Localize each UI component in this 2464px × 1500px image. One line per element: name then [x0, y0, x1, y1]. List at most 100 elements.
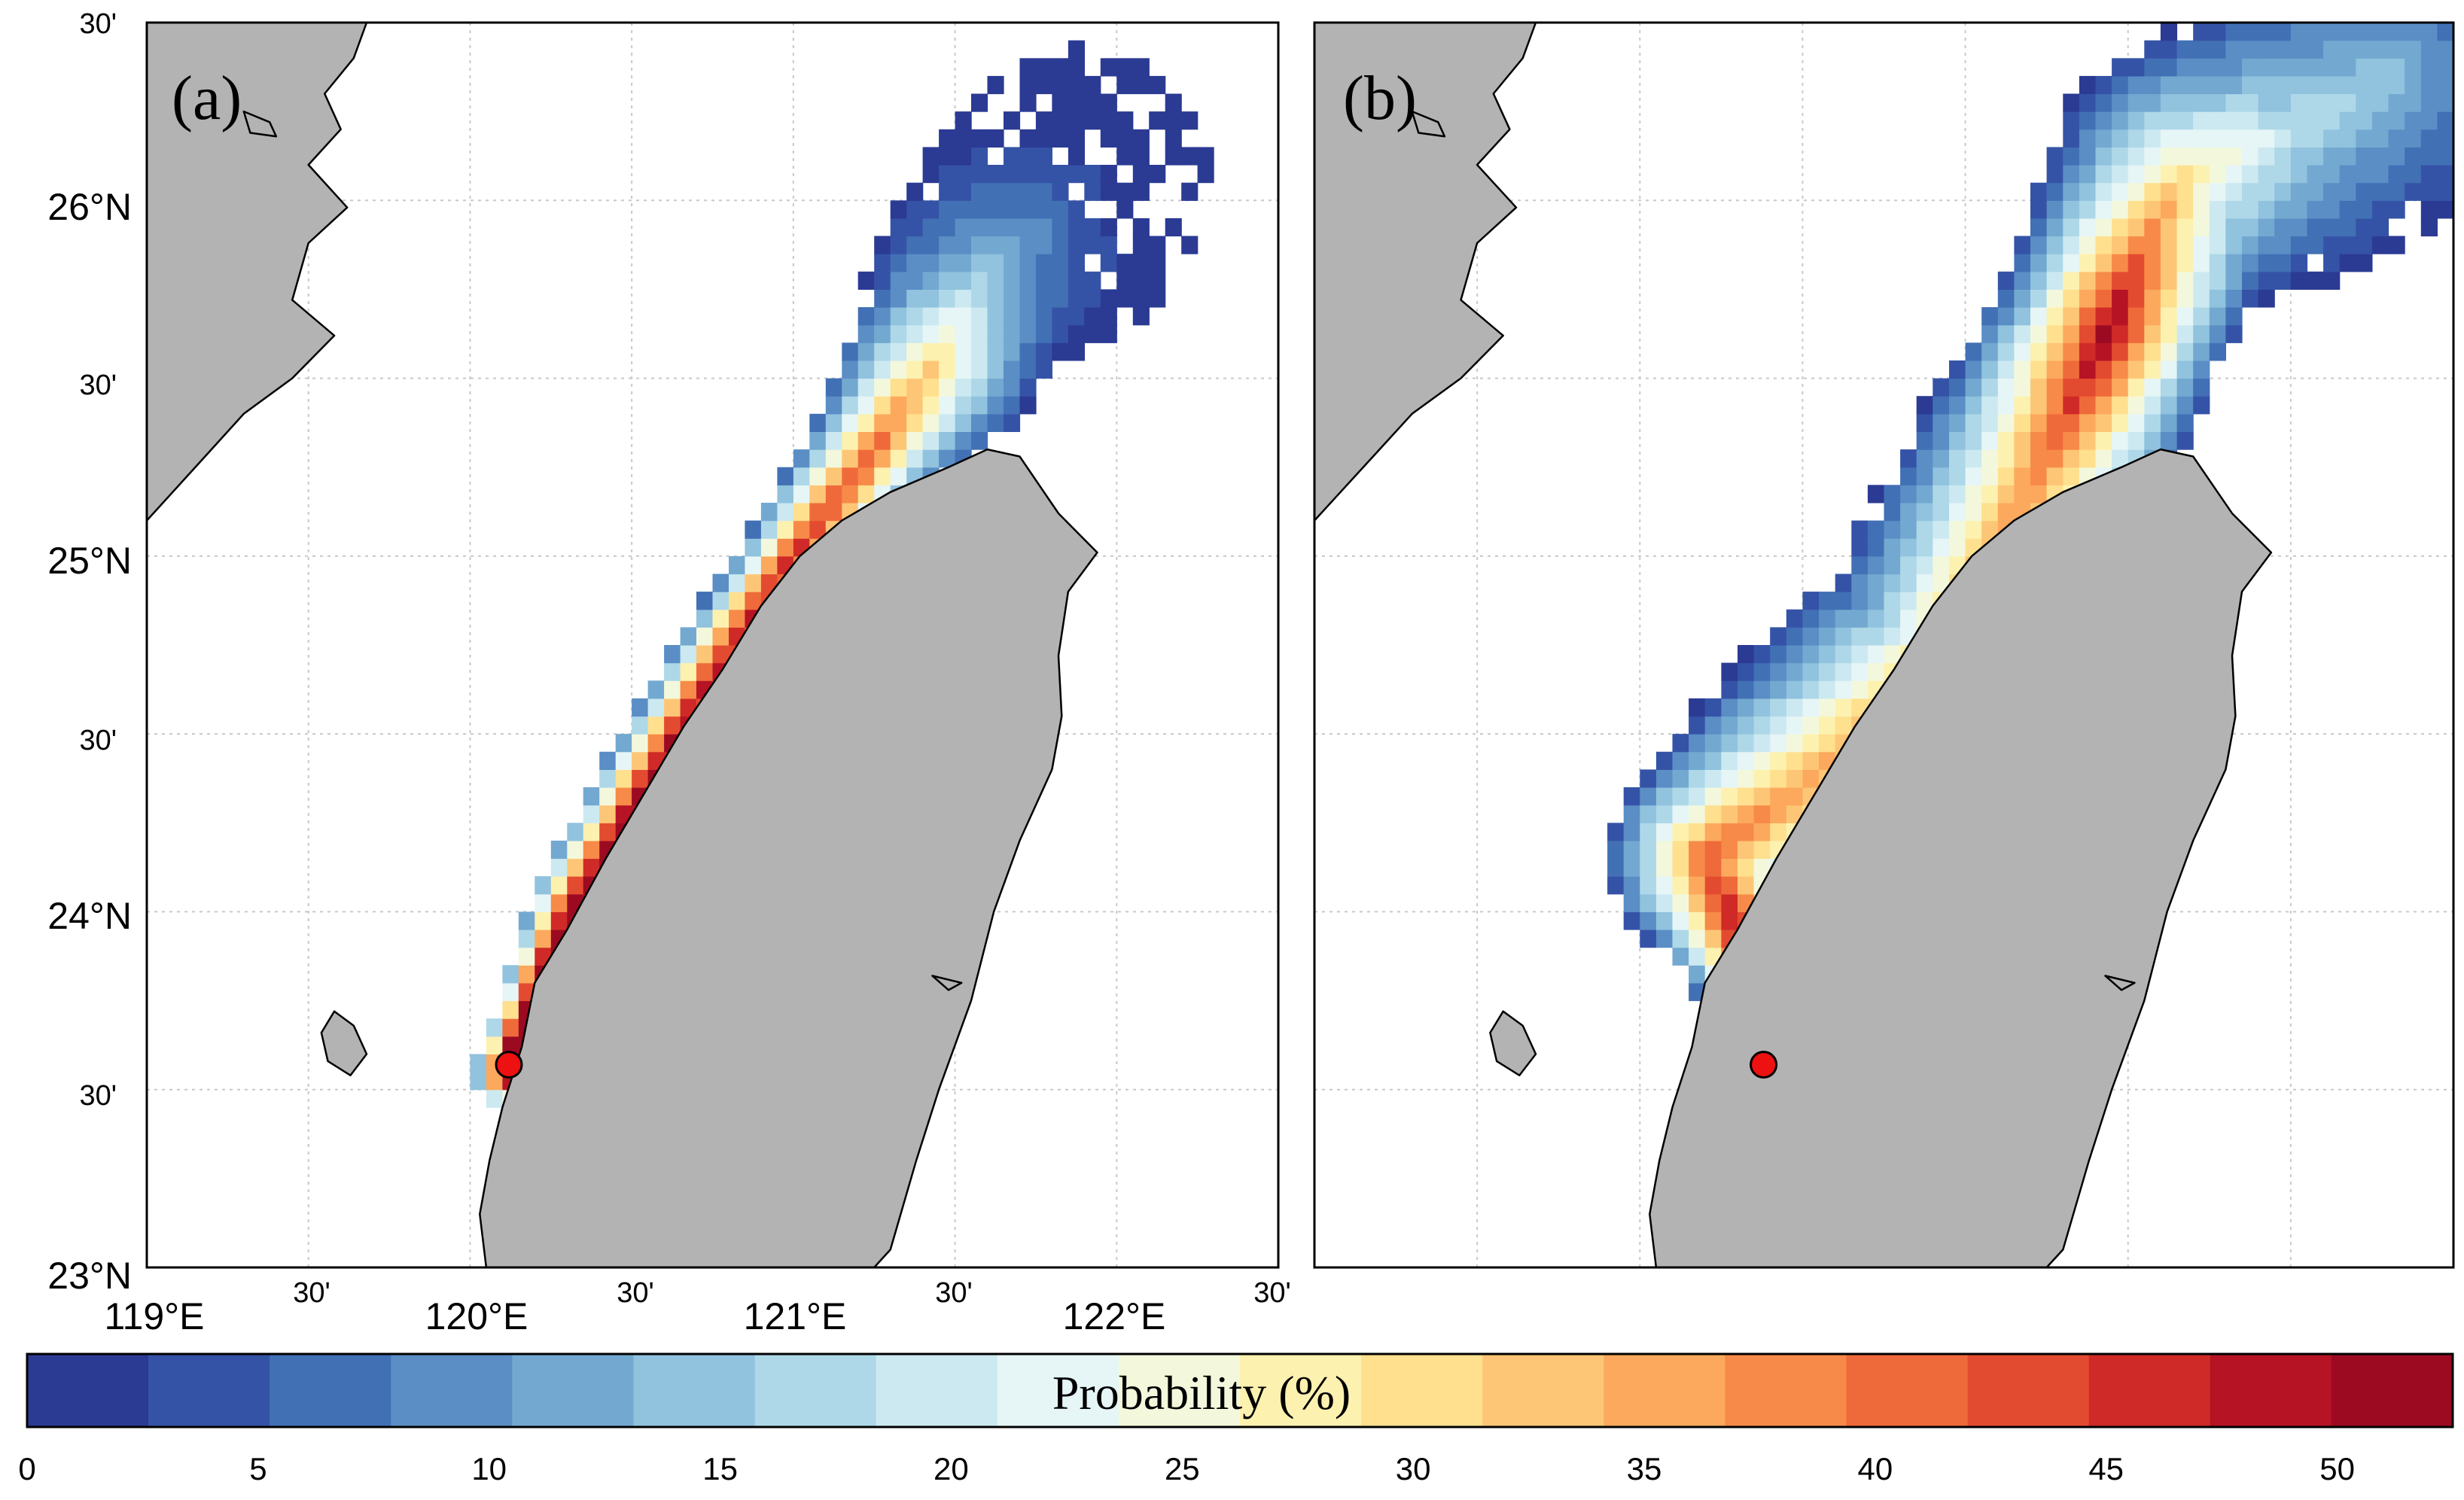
probability-cell	[2193, 147, 2210, 166]
probability-cell	[2258, 236, 2275, 254]
probability-cell	[922, 307, 940, 326]
probability-cell	[486, 1018, 503, 1037]
probability-cell	[857, 485, 875, 504]
island	[931, 975, 963, 991]
probability-cell	[1052, 307, 1069, 326]
probability-cell	[1084, 236, 1101, 254]
probability-cell	[1835, 662, 1852, 681]
probability-cell	[2371, 165, 2389, 184]
probability-cell	[777, 520, 794, 539]
probability-cell	[955, 360, 972, 379]
probability-cell	[2437, 200, 2453, 219]
probability-cell	[2144, 200, 2161, 219]
probability-cell	[2242, 129, 2259, 148]
probability-cell	[1851, 609, 1869, 628]
probability-cell	[615, 769, 632, 788]
colorbar-segment	[512, 1354, 635, 1427]
probability-cell	[906, 271, 924, 290]
probability-cell	[2079, 396, 2097, 415]
probability-cell	[2030, 254, 2048, 272]
probability-cell	[1867, 574, 1885, 592]
probability-cell	[2127, 271, 2145, 290]
probability-cell	[2420, 129, 2438, 148]
probability-cell	[874, 431, 891, 450]
probability-cell	[1916, 503, 1933, 522]
probability-cell	[2063, 467, 2080, 485]
probability-cell	[1655, 787, 1674, 806]
probability-cell	[486, 1072, 503, 1091]
probability-cell	[1052, 236, 1069, 254]
probability-cell	[1672, 734, 1689, 753]
probability-cell	[1035, 58, 1052, 77]
probability-cell	[1786, 787, 1803, 806]
colorbar-tick-label: 15	[702, 1451, 738, 1486]
probability-cell	[2176, 271, 2194, 290]
probability-cell	[2063, 111, 2080, 130]
probability-cell	[906, 236, 924, 254]
colorbar-tick-label: 50	[2319, 1451, 2355, 1486]
probability-cell	[1916, 485, 1933, 504]
probability-cell	[874, 307, 891, 326]
probability-cell	[2046, 289, 2063, 308]
probability-cell	[1753, 769, 1771, 788]
probability-cell	[2388, 93, 2405, 112]
probability-cell	[2160, 147, 2178, 166]
probability-cell	[890, 218, 907, 237]
probability-cell	[890, 431, 907, 450]
probability-cell	[1116, 254, 1134, 272]
probability-cell	[2307, 23, 2324, 41]
probability-cell	[2405, 75, 2422, 95]
probability-cell	[1100, 236, 1117, 254]
probability-cell	[1132, 165, 1150, 184]
probability-cell	[955, 431, 972, 450]
probability-cell	[2274, 182, 2292, 201]
probability-cell	[1753, 734, 1771, 753]
probability-cell	[1738, 840, 1755, 860]
probability-cell	[1640, 805, 1657, 823]
probability-cell	[906, 254, 924, 272]
probability-cell	[2127, 129, 2145, 148]
probability-cell	[1100, 93, 1117, 112]
probability-cell	[1965, 342, 1982, 361]
probability-cell	[2046, 378, 2063, 397]
probability-cell	[955, 307, 972, 326]
release-point-marker-b	[1750, 1051, 1778, 1079]
probability-cell	[2127, 342, 2145, 361]
probability-cell	[2176, 413, 2194, 432]
probability-cell	[2405, 165, 2422, 184]
probability-cell	[2144, 413, 2161, 432]
probability-cell	[2095, 147, 2112, 166]
probability-cell	[2193, 218, 2210, 237]
probability-cell	[1867, 662, 1885, 681]
probability-cell	[2095, 324, 2112, 343]
probability-cell	[1933, 574, 1950, 592]
probability-cell	[1689, 751, 1706, 770]
probability-cell	[971, 182, 988, 201]
probability-cell	[2160, 378, 2178, 397]
probability-cell	[2127, 254, 2145, 272]
probability-cell	[2290, 75, 2308, 95]
probability-cell	[1672, 840, 1689, 860]
probability-cell	[987, 360, 1004, 379]
probability-cell	[2405, 93, 2422, 112]
panel-a-land	[147, 23, 1098, 1267]
probability-cell	[1068, 324, 1085, 343]
probability-cell	[632, 769, 649, 788]
probability-cell	[1884, 645, 1901, 664]
probability-cell	[1884, 609, 1901, 628]
probability-cell	[1100, 58, 1117, 77]
probability-cell	[971, 360, 988, 379]
probability-cell	[2323, 236, 2341, 254]
probability-cell	[696, 645, 714, 664]
probability-cell	[1165, 147, 1182, 166]
probability-cell	[535, 876, 552, 895]
probability-cell	[1916, 555, 1933, 575]
probability-cell	[890, 396, 907, 415]
probability-cell	[1851, 538, 1869, 557]
probability-cell	[712, 609, 729, 628]
probability-cell	[2420, 93, 2438, 112]
probability-cell	[2242, 200, 2259, 219]
probability-cell	[2127, 360, 2145, 379]
probability-cell	[906, 324, 924, 343]
probability-cell	[777, 467, 794, 485]
